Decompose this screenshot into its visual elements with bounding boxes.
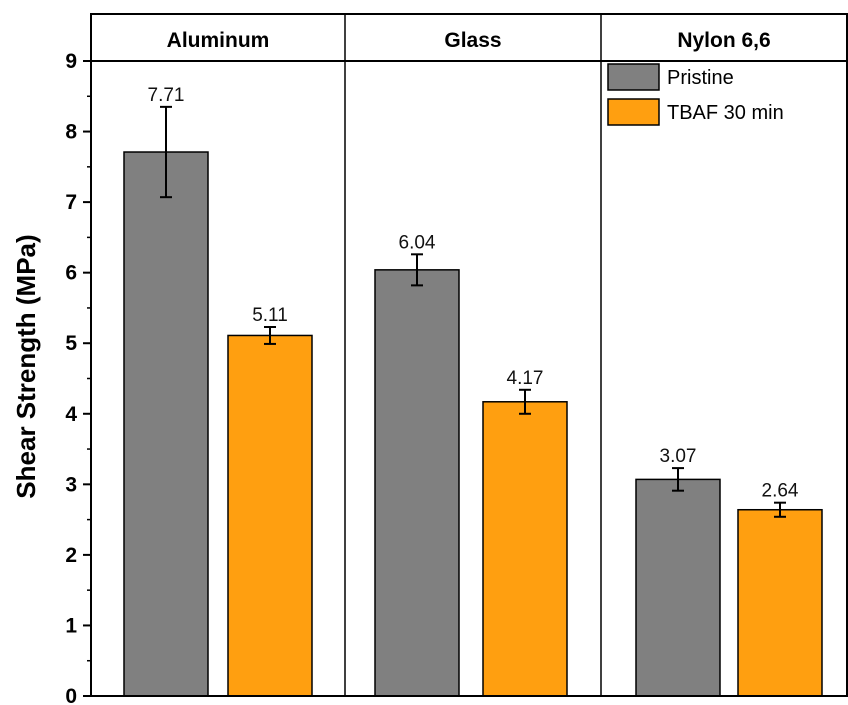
panel-title-nylon-6-6: Nylon 6,6 [677,29,770,52]
legend-swatch [607,63,660,91]
bar-pristine-0 [123,151,209,697]
y-tick-label: 3 [65,473,77,496]
y-tick-label: 1 [65,614,77,637]
y-tick-label: 8 [65,121,77,144]
y-tick-label: 9 [65,50,77,73]
error-bar-1-2 [774,501,786,518]
panel-title-aluminum: Aluminum [167,29,270,52]
legend-label: Pristine [667,67,734,89]
bars-layer [123,151,823,697]
error-bar-0-1 [411,253,423,287]
bar-pristine-1 [374,269,460,697]
value-label-0-0: 7.71 [148,85,185,106]
y-axis: 0 1 2 3 4 5 6 7 8 9 [65,50,91,705]
plot-border [90,13,848,697]
bar-tbaf-2 [737,508,823,697]
value-label-1-2: 2.64 [762,481,799,502]
y-tick-label: 7 [65,191,77,214]
error-bars-layer [160,105,786,518]
y-tick-label: 2 [65,544,77,567]
value-label-0-2: 3.07 [660,446,697,467]
legend-item-pristine: Pristine [607,63,734,91]
error-bar-0-2 [672,467,684,492]
legend-item-tbaf: TBAF 30 min [607,98,784,126]
plot-frame [90,13,848,697]
bar-tbaf-0 [227,334,313,697]
panel-header-row: Aluminum Glass Nylon 6,6 [167,29,771,52]
bar-pristine-2 [635,478,721,697]
y-tick-label: 4 [65,403,77,426]
bar-tbaf-1 [482,401,568,697]
value-labels-layer: 7.71 6.04 3.07 5.11 4.17 2.64 [148,85,799,502]
error-bar-1-1 [519,388,531,415]
value-label-1-0: 5.11 [252,305,288,326]
legend-swatch [607,98,660,126]
legend-label: TBAF 30 min [667,102,784,124]
error-bar-0-0 [160,105,172,199]
value-label-0-1: 6.04 [399,232,436,253]
y-tick-label: 6 [65,262,77,285]
panel-title-glass: Glass [444,29,501,52]
y-tick-label: 0 [65,685,77,705]
legend: Pristine TBAF 30 min [607,63,784,126]
value-label-1-1: 4.17 [507,368,544,389]
y-tick-label: 5 [65,332,77,355]
y-axis-label: Shear Strength (MPa) [11,234,41,498]
error-bar-1-0 [264,325,276,345]
